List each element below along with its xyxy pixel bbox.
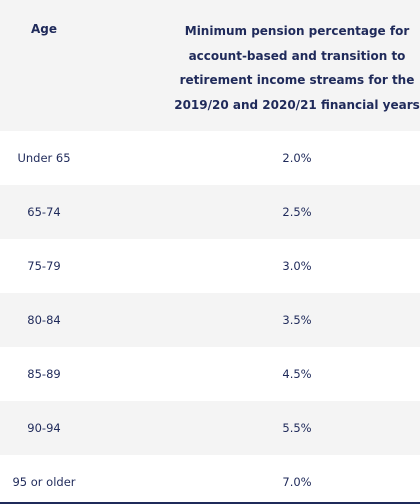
age-cell: 80-84 xyxy=(27,313,61,327)
percentage-cell: 2.5% xyxy=(282,205,312,219)
percentage-cell: 7.0% xyxy=(282,475,312,489)
table-row: 85-89 4.5% xyxy=(0,347,420,401)
percentage-cell: 3.0% xyxy=(282,259,312,273)
percentage-cell: 3.5% xyxy=(282,313,312,327)
percentage-cell: 4.5% xyxy=(282,367,312,381)
table-header: Age Minimum pension percentage for accou… xyxy=(0,0,420,131)
table-row: 75-79 3.0% xyxy=(0,239,420,293)
age-cell: 65-74 xyxy=(27,205,61,219)
header-percentage-line: retirement income streams for the xyxy=(179,73,415,87)
header-percentage-line: Minimum pension percentage for xyxy=(184,24,410,38)
age-cell: 95 or older xyxy=(12,475,76,489)
table-row: 65-74 2.5% xyxy=(0,185,420,239)
table-row: Under 65 2.0% xyxy=(0,131,420,185)
age-cell: 85-89 xyxy=(27,367,61,381)
age-cell: 75-79 xyxy=(27,259,61,273)
table-row: 80-84 3.5% xyxy=(0,293,420,347)
percentage-cell: 2.0% xyxy=(282,151,312,165)
header-percentage-line: 2019/20 and 2020/21 financial years xyxy=(174,97,420,112)
header-percentage: Minimum pension percentage for account-b… xyxy=(174,19,420,117)
percentage-cell: 5.5% xyxy=(282,421,312,435)
header-percentage-line: account-based and transition to xyxy=(188,48,406,63)
table-row: 90-94 5.5% xyxy=(0,401,420,455)
age-cell: 90-94 xyxy=(27,421,61,435)
header-age: Age xyxy=(30,22,57,36)
table-bottom-border xyxy=(0,502,420,504)
age-cell: Under 65 xyxy=(17,151,71,165)
table-row: 95 or older 7.0% xyxy=(0,455,420,504)
